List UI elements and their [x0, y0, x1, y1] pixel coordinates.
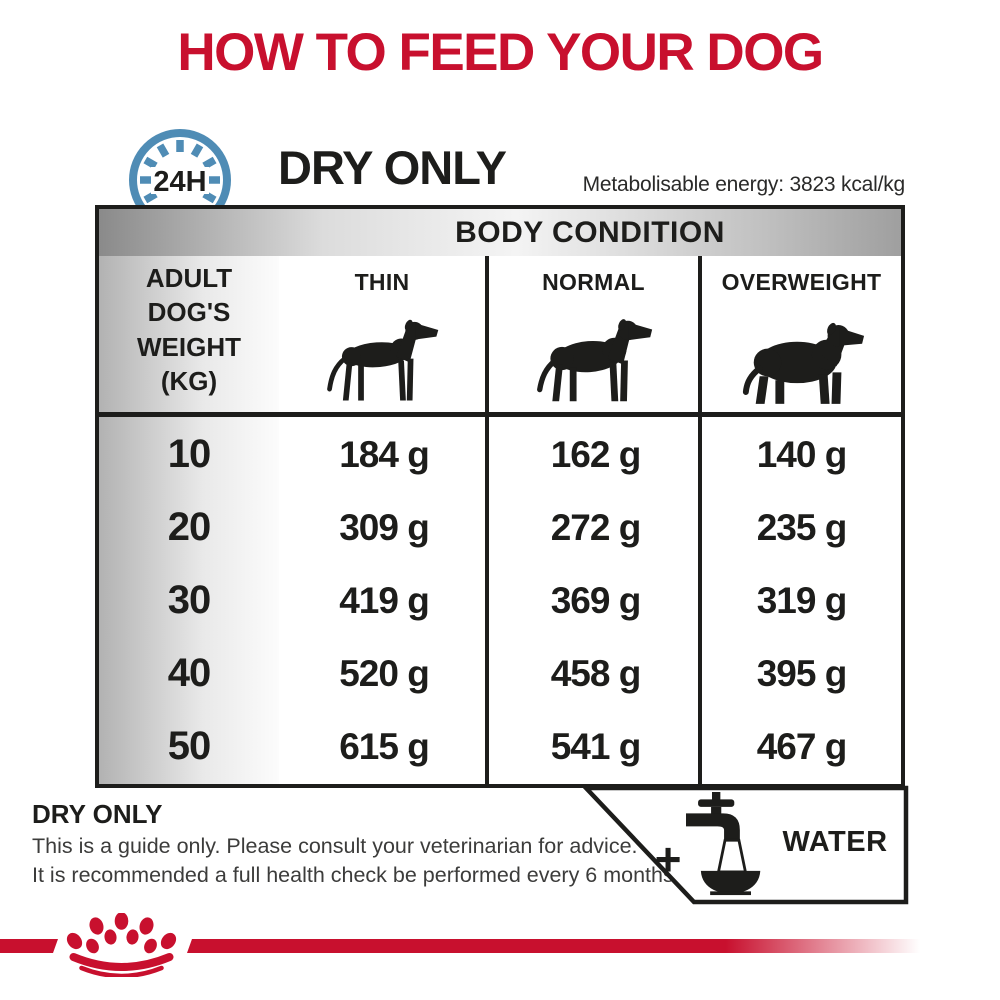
normal-ration-cell: 458 g — [550, 652, 642, 694]
paw-crown-logo — [57, 912, 190, 979]
weight-column-background — [99, 256, 279, 784]
normal-ration-cell: 272 g — [550, 506, 642, 548]
weight-cell: 50 — [167, 724, 212, 768]
clock-badge-text: 24H — [153, 166, 206, 198]
table-row: 10 184 g 162 g 140 g — [99, 418, 901, 491]
thin-ration-cell: 520 g — [339, 652, 430, 694]
weight-label-line: DOG'S — [147, 297, 231, 328]
thin-ration-cell: 309 g — [339, 506, 430, 548]
column-divider — [485, 256, 489, 784]
weight-label-line: (KG) — [160, 365, 218, 396]
column-header-thin: THIN — [354, 269, 410, 295]
weight-label-line: ADULT — [145, 263, 233, 293]
normal-dog-icon — [489, 301, 698, 409]
weight-cell: 30 — [167, 578, 212, 622]
footer-disclaimer-line1: This is a guide only. Please consult you… — [32, 834, 638, 858]
column-header-normal: NORMAL — [542, 269, 645, 295]
overweight-dog-icon — [702, 301, 901, 409]
weight-cell: 10 — [167, 432, 212, 476]
water-callout-box — [580, 785, 909, 905]
normal-ration-cell: 541 g — [550, 725, 642, 767]
table-row: 30 419 g 369 g 319 g — [99, 564, 901, 637]
red-band-right — [187, 939, 935, 953]
thin-ration-cell: 184 g — [339, 433, 430, 475]
body-condition-title: BODY CONDITION — [455, 216, 725, 249]
overweight-ration-cell: 140 g — [756, 433, 848, 475]
table-row: 20 309 g 272 g 235 g — [99, 491, 901, 564]
overweight-ration-cell: 395 g — [756, 652, 848, 694]
energy-note: Metabolisable energy: 3823 kcal/kg — [582, 173, 906, 196]
footer-disclaimer-line2: It is recommended a full health check be… — [32, 863, 680, 887]
table-row: 40 520 g 458 g 395 g — [99, 637, 901, 710]
overweight-ration-cell: 319 g — [756, 579, 848, 621]
column-header-overweight: OVERWEIGHT — [721, 269, 882, 295]
weight-cell: 20 — [167, 505, 212, 549]
footer-dry-only-heading: DRY ONLY — [32, 799, 163, 829]
dry-only-heading: DRY ONLY — [278, 141, 507, 194]
feeding-table: BODY CONDITION ADULT DOG'S WEIGHT (KG) T… — [95, 205, 905, 788]
page-title: HOW TO FEED YOUR DOG — [177, 23, 824, 82]
header-row-divider — [99, 412, 901, 417]
red-band-left — [0, 939, 58, 953]
table-row: 50 615 g 541 g 467 g — [99, 710, 901, 783]
weight-label-line: WEIGHT — [137, 331, 241, 362]
column-divider — [698, 256, 702, 784]
normal-ration-cell: 369 g — [550, 579, 642, 621]
plus-icon: + — [654, 833, 682, 885]
water-tap-icon — [682, 792, 768, 896]
overweight-ration-cell: 235 g — [756, 506, 848, 548]
thin-ration-cell: 419 g — [339, 579, 430, 621]
overweight-ration-cell: 467 g — [756, 725, 848, 767]
thin-ration-cell: 615 g — [339, 725, 430, 767]
water-label: WATER — [782, 826, 888, 858]
normal-ration-cell: 162 g — [550, 433, 642, 475]
thin-dog-icon — [279, 301, 485, 409]
weight-cell: 40 — [167, 651, 212, 695]
body-condition-header-bar — [99, 209, 901, 256]
weight-column-label: ADULT DOG'S WEIGHT (KG) — [99, 261, 279, 398]
